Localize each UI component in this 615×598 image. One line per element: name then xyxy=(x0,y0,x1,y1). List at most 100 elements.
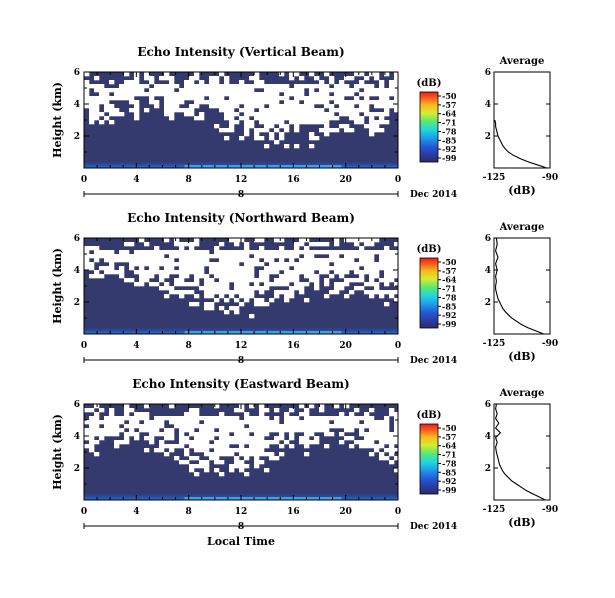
no-data-cell xyxy=(194,262,200,267)
no-data-cell xyxy=(274,290,280,295)
no-data-cell xyxy=(219,104,225,109)
panel-eastward: Echo Intensity (Eastward Beam)246Height … xyxy=(51,377,558,548)
no-data-cell xyxy=(394,448,400,453)
no-data-cell xyxy=(384,88,390,93)
no-data-cell xyxy=(244,88,250,93)
no-data-cell xyxy=(189,84,195,89)
no-data-cell xyxy=(129,84,135,89)
no-data-cell xyxy=(279,428,285,433)
no-data-cell xyxy=(214,468,220,473)
no-data-cell xyxy=(384,420,390,425)
no-data-cell xyxy=(174,270,180,275)
no-data-cell xyxy=(364,412,370,417)
no-data-cell xyxy=(244,290,250,295)
no-data-cell xyxy=(84,104,90,109)
no-data-cell xyxy=(209,294,215,299)
no-data-cell xyxy=(259,286,265,291)
no-data-cell xyxy=(224,254,230,259)
no-data-cell xyxy=(374,432,380,437)
profile-y-tick-label: 2 xyxy=(485,298,491,308)
no-data-cell xyxy=(299,404,305,409)
no-data-cell xyxy=(384,428,390,433)
no-data-cell xyxy=(349,444,355,449)
no-data-cell xyxy=(119,420,125,425)
profile-y-tick-label: 4 xyxy=(485,100,491,110)
no-data-cell xyxy=(384,456,390,461)
no-data-cell xyxy=(274,140,280,145)
no-data-cell xyxy=(94,432,100,437)
no-data-cell xyxy=(209,428,215,433)
no-data-cell xyxy=(219,96,225,101)
no-data-cell xyxy=(99,88,105,93)
no-data-cell xyxy=(159,274,165,279)
no-data-cell xyxy=(384,282,390,287)
no-data-cell xyxy=(394,96,400,101)
no-data-cell xyxy=(384,262,390,267)
no-data-cell xyxy=(184,270,190,275)
no-data-cell xyxy=(244,120,250,125)
no-data-cell xyxy=(84,262,90,267)
no-data-cell xyxy=(84,80,90,85)
no-data-cell xyxy=(219,306,225,311)
no-data-cell xyxy=(289,120,295,125)
no-data-cell xyxy=(284,124,290,129)
no-data-cell xyxy=(314,120,320,125)
no-data-cell xyxy=(134,108,140,113)
no-data-cell xyxy=(339,250,345,255)
no-data-cell xyxy=(299,266,305,271)
no-data-cell xyxy=(344,404,350,409)
no-data-cell xyxy=(259,274,265,279)
no-data-cell xyxy=(189,96,195,101)
no-data-cell xyxy=(319,428,325,433)
no-data-cell xyxy=(234,84,240,89)
no-data-cell xyxy=(339,440,345,445)
no-data-cell xyxy=(219,436,225,441)
no-data-cell xyxy=(194,448,200,453)
no-data-cell xyxy=(379,428,385,433)
no-data-cell xyxy=(254,436,260,441)
no-data-cell xyxy=(174,444,180,449)
no-data-cell xyxy=(384,92,390,97)
no-data-cell xyxy=(199,92,205,97)
no-data-cell xyxy=(354,408,360,413)
no-data-cell xyxy=(204,84,210,89)
date-marker: 8 xyxy=(238,190,244,200)
no-data-cell xyxy=(124,412,130,417)
no-data-cell xyxy=(134,88,140,93)
no-data-cell xyxy=(169,112,175,117)
no-data-cell xyxy=(104,266,110,271)
no-data-cell xyxy=(359,432,365,437)
no-data-cell xyxy=(184,250,190,255)
no-data-cell xyxy=(349,238,355,243)
no-data-cell xyxy=(149,254,155,259)
no-data-cell xyxy=(259,254,265,259)
no-data-cell xyxy=(274,262,280,267)
no-data-cell xyxy=(144,254,150,259)
no-data-cell xyxy=(344,238,350,243)
no-data-cell xyxy=(309,266,315,271)
no-data-cell xyxy=(219,472,225,477)
no-data-cell xyxy=(379,440,385,445)
no-data-cell xyxy=(194,116,200,121)
no-data-cell xyxy=(369,432,375,437)
no-data-cell xyxy=(94,258,100,263)
no-data-cell xyxy=(254,262,260,267)
no-data-cell xyxy=(314,100,320,105)
no-data-cell xyxy=(119,266,125,271)
no-data-cell xyxy=(339,266,345,271)
no-data-cell xyxy=(284,144,290,149)
no-data-cell xyxy=(304,440,310,445)
colorbar-tick-label: -57 xyxy=(442,100,456,110)
no-data-cell xyxy=(204,250,210,255)
no-data-cell xyxy=(119,250,125,255)
no-data-cell xyxy=(264,452,270,457)
no-data-cell xyxy=(254,432,260,437)
no-data-cell xyxy=(354,416,360,421)
no-data-cell xyxy=(229,436,235,441)
no-data-cell xyxy=(214,92,220,97)
no-data-cell xyxy=(244,420,250,425)
no-data-cell xyxy=(249,266,255,271)
no-data-cell xyxy=(109,408,115,413)
no-data-cell xyxy=(99,100,105,105)
no-data-cell xyxy=(394,290,400,295)
